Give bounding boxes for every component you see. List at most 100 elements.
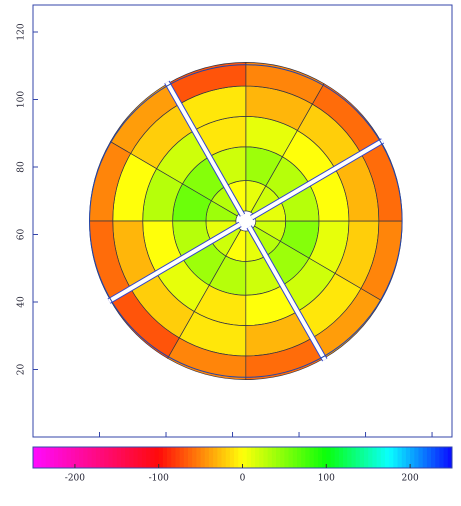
colorbar-segment xyxy=(37,447,42,468)
colorbar-segment xyxy=(120,447,126,468)
colorbar-tick-label: 0 xyxy=(240,474,246,484)
colorbar-segment xyxy=(225,447,231,468)
colorbar-segment xyxy=(309,447,315,468)
y-tick-label: 80 xyxy=(17,161,27,173)
colorbar-segment xyxy=(263,447,269,468)
colorbar-segment xyxy=(87,447,93,468)
colorbar-segment xyxy=(301,447,306,468)
colorbar-segment xyxy=(41,447,47,468)
colorbar-segment xyxy=(125,447,130,468)
colorbar-segment xyxy=(154,447,160,468)
colorbar-segment xyxy=(137,447,143,468)
outline xyxy=(89,64,403,378)
module-gap xyxy=(108,222,242,303)
colorbar-segment xyxy=(116,447,122,468)
colorbar-segment xyxy=(49,447,55,468)
y-tick-label: 120 xyxy=(17,23,27,40)
colorbar-segment xyxy=(284,447,290,468)
colorbar-segment xyxy=(179,447,185,468)
colorbar-segment xyxy=(192,447,197,468)
colorbar-segment xyxy=(422,447,428,468)
colorbar-segment xyxy=(133,447,139,468)
y-tick-label: 20 xyxy=(17,364,27,376)
colorbar-segment xyxy=(414,447,419,468)
colorbar-segment xyxy=(280,447,285,468)
colorbar-segment xyxy=(372,447,378,468)
colorbar-segment xyxy=(364,447,369,468)
colorbar-segment xyxy=(100,447,105,468)
colorbar-segment xyxy=(359,447,365,468)
colorbar-segment xyxy=(435,447,440,468)
colorbar-segment xyxy=(296,447,302,468)
module-gap xyxy=(247,225,327,361)
colorbar-tick-label: -100 xyxy=(149,474,169,484)
colorbar-segment xyxy=(208,447,214,468)
colorbar-segment xyxy=(167,447,172,468)
colorbar-segment xyxy=(313,447,319,468)
colorbar-segment xyxy=(322,447,327,468)
colorbar-segment xyxy=(217,447,223,468)
colorbar-segment xyxy=(418,447,424,468)
colorbar-segment xyxy=(397,447,403,468)
colorbar-segment xyxy=(74,447,80,468)
colorbar-segment xyxy=(292,447,298,468)
colorbar-segment xyxy=(33,447,38,468)
colorbar-segment xyxy=(83,447,88,468)
colorbar-segment xyxy=(380,447,386,468)
colorbar-segment xyxy=(229,447,235,468)
colorbar-segment xyxy=(393,447,399,468)
colorbar-segment xyxy=(355,447,361,468)
colorbar-segment xyxy=(401,447,407,468)
colorbar-segment xyxy=(250,447,256,468)
colorbar-segment xyxy=(213,447,218,468)
colorbar-segment xyxy=(317,447,323,468)
colorbar-segment xyxy=(242,447,248,468)
colorbar-segment xyxy=(334,447,340,468)
colorbar-segment xyxy=(368,447,373,468)
colorbar-segment xyxy=(188,447,193,468)
colorbar-segment xyxy=(108,447,114,468)
y-tick-label: 40 xyxy=(17,296,27,308)
colorbar-segment xyxy=(238,447,243,468)
colorbar-segment xyxy=(150,447,156,468)
colorbar-segment xyxy=(246,447,252,468)
colorbar-segment xyxy=(443,447,449,468)
colorbar-segment xyxy=(146,447,151,468)
colorbar-segment xyxy=(162,447,168,468)
colorbar-segment xyxy=(305,447,311,468)
colorbar-segment xyxy=(66,447,72,468)
colorbar-segment xyxy=(45,447,51,468)
colorbar-segment xyxy=(53,447,59,468)
colorbar-segment xyxy=(410,447,415,468)
colorbar-segment xyxy=(338,447,344,468)
y-tick-label: 60 xyxy=(17,229,27,241)
colorbar-segment xyxy=(112,447,118,468)
colorbar-segment xyxy=(389,447,394,468)
colorbar-segment xyxy=(255,447,260,468)
colorbar-segment xyxy=(234,447,239,468)
colorbar-segment xyxy=(447,447,453,468)
colorbar-segment xyxy=(347,447,352,468)
colorbar-segment xyxy=(158,447,164,468)
colorbar-segment xyxy=(171,447,176,468)
colorbar-segment xyxy=(196,447,202,468)
colorbar-segment xyxy=(204,447,210,468)
colorbar-segment xyxy=(129,447,135,468)
colorbar-segment xyxy=(62,447,68,468)
colorbar-segment xyxy=(58,447,63,468)
y-tick-label: 100 xyxy=(17,91,27,108)
colorbar-segment xyxy=(267,447,273,468)
colorbar-segment xyxy=(276,447,281,468)
module-gap xyxy=(165,81,245,217)
colorbar-segment xyxy=(91,447,97,468)
colorbar-segment xyxy=(221,447,227,468)
colorbar-segment xyxy=(183,447,189,468)
colorbar-segment xyxy=(104,447,109,468)
colorbar-segment xyxy=(351,447,357,468)
colorbar-segment xyxy=(95,447,101,468)
colorbar-tick-label: 200 xyxy=(402,474,419,484)
colorbar-segment xyxy=(376,447,382,468)
colorbar-segment xyxy=(70,447,76,468)
colorbar-segment xyxy=(288,447,294,468)
